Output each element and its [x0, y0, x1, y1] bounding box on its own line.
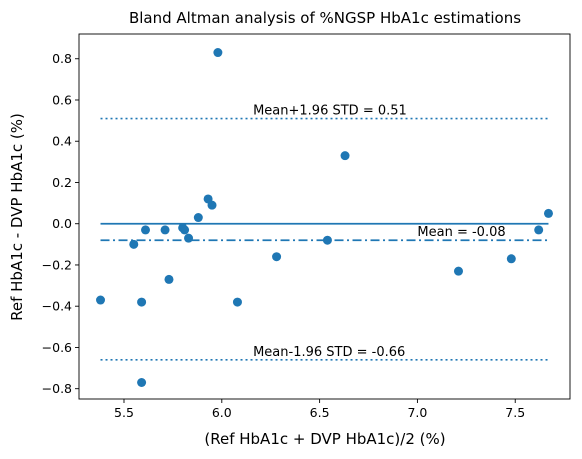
y-axis-label: Ref HbA1c - DVP HbA1c (%) — [8, 113, 26, 321]
data-point — [96, 295, 106, 305]
y-tick-label: 0.6 — [52, 92, 72, 107]
data-point — [506, 254, 516, 264]
scatter-points — [96, 48, 553, 388]
data-point — [534, 225, 544, 235]
y-tick-label: −0.2 — [42, 257, 72, 272]
data-point — [272, 252, 282, 262]
data-point — [453, 266, 463, 276]
data-point — [137, 378, 147, 388]
y-tick-label: −0.4 — [42, 299, 72, 314]
data-point — [141, 225, 151, 235]
y-tick-label: −0.8 — [42, 381, 72, 396]
annotations: Mean = -0.08 Mean+1.96 STD = 0.51 Mean-1.9… — [253, 104, 506, 360]
x-tick-label: 6.0 — [212, 405, 232, 420]
data-point — [213, 48, 223, 58]
y-axis-ticks: −0.8 −0.6 −0.4 −0.2 0.0 0.2 0.4 0.6 0.8 — [42, 51, 79, 396]
plot-area: Mean = -0.08 Mean+1.96 STD = 0.51 Mean-1.9… — [78, 33, 571, 400]
data-point — [322, 235, 332, 245]
chart-title: Bland Altman analysis of %NGSP HbA1c est… — [129, 9, 521, 27]
y-tick-label: 0.2 — [52, 175, 72, 190]
data-point — [340, 151, 350, 161]
y-tick-label: 0.0 — [52, 216, 72, 231]
data-point — [129, 239, 139, 249]
annotation-lower: Mean-1.96 STD = -0.66 — [253, 345, 405, 360]
data-point — [180, 225, 190, 235]
data-point — [184, 233, 194, 243]
x-axis-ticks: 5.5 6.0 6.5 7.0 7.5 — [114, 399, 525, 420]
data-point — [193, 213, 203, 223]
data-point — [164, 274, 174, 284]
data-point — [543, 208, 553, 218]
y-tick-label: −0.6 — [42, 340, 72, 355]
y-tick-label: 0.4 — [52, 134, 72, 149]
data-point — [137, 297, 147, 307]
x-tick-label: 6.5 — [310, 405, 330, 420]
x-tick-label: 5.5 — [114, 405, 134, 420]
y-tick-label: 0.8 — [52, 51, 72, 66]
data-point — [160, 225, 170, 235]
plot-frame — [78, 33, 571, 400]
data-point — [207, 200, 217, 210]
x-axis-label: (Ref HbA1c + DVP HbA1c)/2 (%) — [204, 430, 445, 448]
x-tick-label: 7.0 — [407, 405, 427, 420]
data-point — [232, 297, 242, 307]
annotation-mean: Mean = -0.08 — [417, 225, 505, 240]
annotation-upper: Mean+1.96 STD = 0.51 — [253, 104, 407, 119]
x-tick-label: 7.5 — [505, 405, 525, 420]
